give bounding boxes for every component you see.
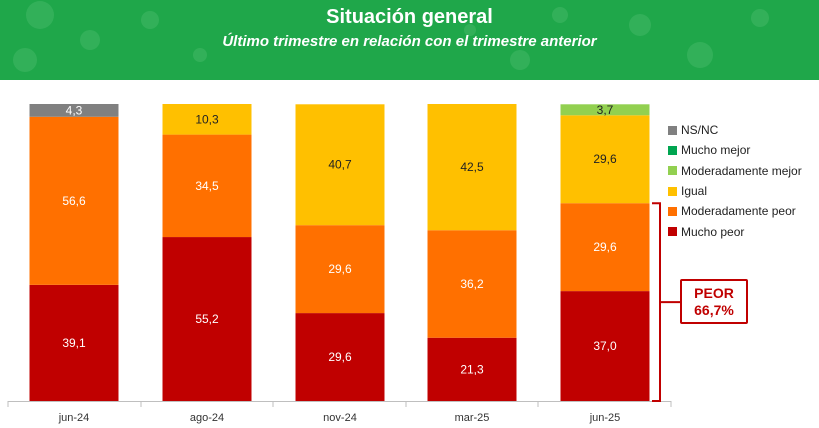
- legend-swatch: [668, 125, 677, 135]
- header-decoration: [13, 1, 769, 72]
- data-label-moderadamente-peor-jun-25: 29,6: [593, 240, 617, 254]
- bar-mucho-peor-ago-24: [162, 237, 252, 401]
- legend-label: Moderadamente mejor: [681, 163, 802, 178]
- legend-swatch: [668, 206, 677, 216]
- legend-swatch: [668, 145, 677, 155]
- bar-moderadamente-mejor-jun-25: [560, 104, 650, 116]
- data-label-mucho-peor-nov-24: 29,6: [328, 350, 352, 364]
- bar-mucho-peor-jun-24: [29, 284, 119, 401]
- bar-moderadamente-peor-nov-24: [295, 225, 385, 314]
- legend: NS/NC Mucho mejor Moderadamente mejor Igual…: [668, 120, 802, 242]
- bar-moderadamente-peor-jun-24: [29, 116, 119, 285]
- data-label-moderadamente-mejor-jun-25: 3,7: [597, 103, 614, 117]
- legend-item: Mucho mejor: [668, 140, 802, 160]
- legend-swatch: [668, 186, 677, 196]
- chart-title: Situación general: [326, 6, 493, 28]
- data-label-mucho-peor-jun-24: 39,1: [62, 336, 86, 350]
- legend-item: NS/NC: [668, 120, 802, 140]
- peor-callout: PEOR 66,7%: [680, 279, 748, 324]
- bar-moderadamente-peor-jun-25: [560, 203, 650, 292]
- data-label-mucho-peor-jun-25: 37,0: [593, 339, 617, 353]
- stacked-bar-chart: 39,1 56,6 4,3 jun-24 55,2 34,5 10,3 ago-24 29,6 2…: [7, 103, 680, 424]
- bar-igual-jun-25: [560, 115, 650, 204]
- bar-moderadamente-peor-ago-24: [162, 134, 252, 238]
- legend-item: Moderadamente mejor: [668, 161, 802, 181]
- legend-label: NS/NC: [681, 123, 719, 138]
- peor-callout-label: PEOR: [694, 284, 734, 301]
- bar-igual-mar-25: [427, 104, 517, 231]
- data-label-moderadamente-peor-jun-24: 56,6: [62, 194, 86, 208]
- legend-label: Mucho peor: [681, 224, 745, 239]
- x-tick-label-mar-25: mar-25: [455, 412, 490, 424]
- data-label-moderadamente-peor-ago-24: 34,5: [195, 179, 219, 193]
- x-tick-label-nov-24: nov-24: [323, 412, 357, 424]
- data-label-mucho-peor-ago-24: 55,2: [195, 312, 219, 326]
- peor-bracket: [652, 202, 661, 402]
- legend-item: Igual: [668, 181, 802, 201]
- data-label-igual-ago-24: 10,3: [195, 112, 219, 126]
- bar-moderadamente-peor-mar-25: [427, 230, 517, 338]
- bar-ns-nc-jun-24: [29, 104, 119, 117]
- legend-swatch: [668, 166, 677, 176]
- bar-mucho-peor-jun-25: [560, 291, 650, 401]
- bar-mucho-peor-nov-24: [295, 313, 385, 401]
- data-label-igual-mar-25: 42,5: [460, 160, 484, 174]
- data-label-ns-nc-jun-24: 4,3: [66, 103, 83, 117]
- x-tick-label-jun-25: jun-25: [589, 412, 621, 424]
- bar-igual-ago-24: [162, 104, 252, 135]
- legend-swatch: [668, 227, 677, 237]
- x-tick-label-jun-24: jun-24: [58, 412, 90, 424]
- bar-igual-nov-24: [295, 104, 385, 226]
- data-label-igual-jun-25: 29,6: [593, 152, 617, 166]
- peor-callout-value: 66,7%: [694, 301, 734, 318]
- legend-item: Moderadamente peor: [668, 201, 802, 221]
- legend-label: Moderadamente peor: [681, 204, 796, 219]
- legend-label: Mucho mejor: [681, 143, 751, 158]
- legend-label: Igual: [681, 184, 708, 199]
- data-label-moderadamente-peor-mar-25: 36,2: [460, 277, 484, 291]
- x-tick-label-ago-24: ago-24: [190, 412, 224, 424]
- data-label-igual-nov-24: 40,7: [328, 158, 352, 172]
- header-banner: Situación general Último trimestre en re…: [0, 0, 819, 80]
- data-label-mucho-peor-mar-25: 21,3: [460, 362, 484, 376]
- bar-mucho-peor-mar-25: [427, 337, 517, 401]
- legend-item: Mucho peor: [668, 221, 802, 241]
- data-label-moderadamente-peor-nov-24: 29,6: [328, 262, 352, 276]
- chart-subtitle: Último trimestre en relación con el trim…: [222, 33, 597, 50]
